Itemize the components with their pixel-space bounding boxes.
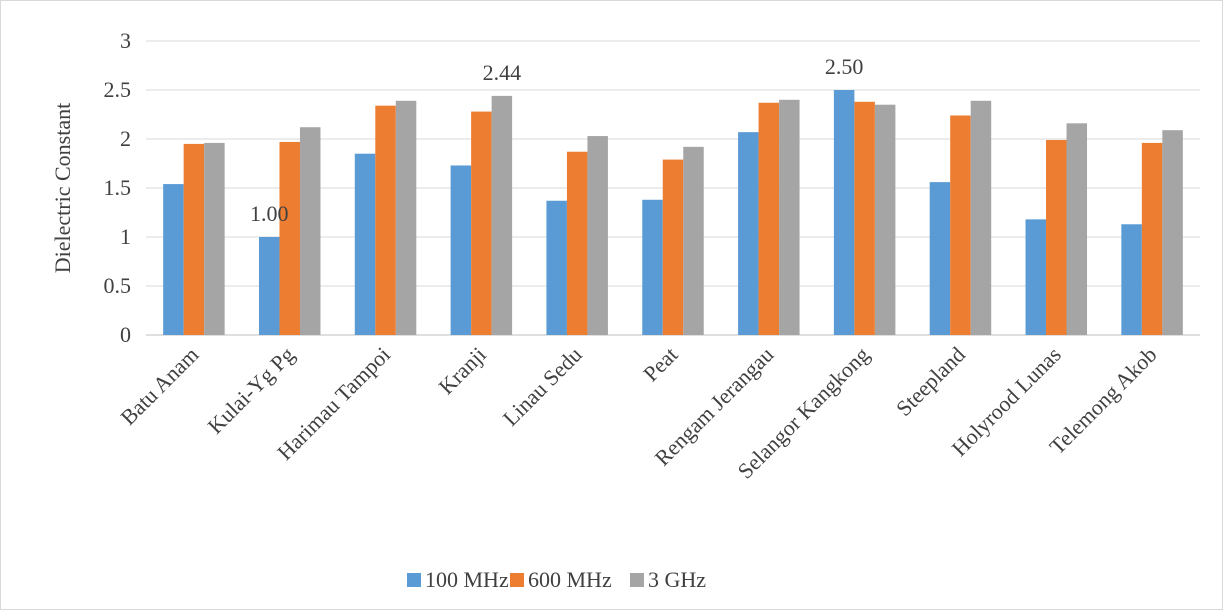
bar bbox=[279, 141, 300, 335]
legend-label: 100 MHz bbox=[425, 567, 509, 592]
gridlines bbox=[146, 40, 1200, 336]
bar bbox=[738, 132, 759, 335]
bar bbox=[299, 127, 321, 336]
bar bbox=[950, 115, 971, 335]
y-tick-label: 1.5 bbox=[104, 175, 132, 200]
bar bbox=[970, 100, 992, 335]
bars bbox=[163, 90, 1183, 336]
y-tick-label: 3 bbox=[120, 28, 131, 53]
data-labels: 1.00 2.44 2.50 bbox=[250, 54, 863, 226]
y-tick-label: 2.5 bbox=[104, 77, 132, 102]
bar bbox=[833, 90, 855, 335]
bar bbox=[854, 101, 875, 335]
x-tick-label: Kranji bbox=[433, 342, 490, 399]
bar bbox=[642, 199, 663, 335]
legend-swatch bbox=[510, 573, 524, 587]
bar bbox=[566, 151, 588, 335]
bar bbox=[258, 237, 280, 335]
y-tick-label: 1 bbox=[120, 224, 131, 249]
legend-label: 3 GHz bbox=[648, 567, 706, 592]
legend: 100 MHz 600 MHz 3 GHz bbox=[407, 567, 706, 592]
bar bbox=[395, 100, 417, 335]
bar bbox=[1121, 224, 1142, 335]
bar bbox=[874, 104, 896, 335]
bar bbox=[450, 165, 472, 335]
legend-label: 600 MHz bbox=[528, 567, 612, 592]
y-tick-label: 0.5 bbox=[104, 273, 132, 298]
legend-swatch bbox=[407, 573, 421, 587]
bar bbox=[1046, 139, 1067, 335]
x-tick-label: Batu Anam bbox=[115, 342, 203, 430]
bar bbox=[183, 143, 205, 335]
x-tick-label: Peat bbox=[638, 342, 682, 386]
bar bbox=[1162, 130, 1183, 335]
x-tick-label: Kulai-Yg Pg bbox=[203, 342, 300, 439]
bar bbox=[163, 184, 184, 335]
bar bbox=[546, 200, 567, 335]
legend-swatch bbox=[630, 573, 644, 587]
bar bbox=[375, 105, 396, 336]
bar bbox=[662, 159, 684, 335]
bar bbox=[929, 182, 951, 335]
bar bbox=[1066, 123, 1088, 335]
data-label: 1.00 bbox=[250, 201, 289, 226]
bar bbox=[758, 102, 780, 336]
bar bbox=[779, 99, 800, 335]
bar bbox=[354, 153, 376, 335]
x-tick-label: Linau Sedu bbox=[498, 342, 587, 431]
data-label: 2.44 bbox=[483, 60, 522, 85]
bar bbox=[491, 95, 513, 335]
bar bbox=[204, 142, 225, 335]
bar bbox=[683, 146, 704, 335]
bar bbox=[1025, 219, 1047, 335]
y-tick-label: 0 bbox=[120, 322, 131, 347]
y-tick-label: 2 bbox=[120, 126, 131, 151]
data-label: 2.50 bbox=[825, 54, 864, 79]
y-tick-labels: 0 0.5 1 1.5 2 2.5 3 bbox=[104, 28, 132, 347]
y-axis-label: Dielectric Constant bbox=[50, 103, 75, 273]
bar bbox=[1141, 142, 1163, 335]
bar bbox=[587, 136, 608, 335]
x-tick-label: Steepland bbox=[891, 342, 970, 421]
bar bbox=[471, 111, 492, 335]
